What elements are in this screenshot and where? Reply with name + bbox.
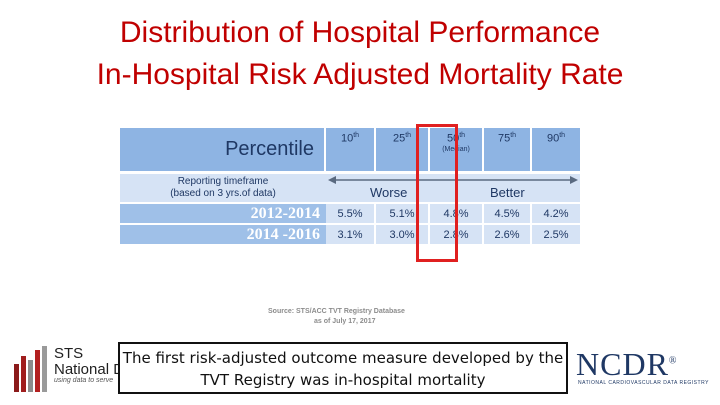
direction-band: Worse Better — [326, 174, 580, 204]
percentile-col-90: 90th — [532, 128, 580, 174]
sts-tagline: using data to serve — [54, 377, 114, 384]
caption-line-2: TVT Registry was in-hospital mortality — [200, 371, 486, 389]
sts-logo-icon — [14, 346, 47, 392]
ncdr-logo: NCDR® — [576, 346, 678, 383]
value-row-2-col-90: 2.5% — [532, 225, 580, 246]
value-row-1-col-90: 4.2% — [532, 204, 580, 225]
value-row-2-col-75: 2.6% — [484, 225, 532, 246]
ncdr-logo-text: NCDR — [576, 346, 669, 382]
percentile-header-label: Percentile — [120, 128, 326, 174]
percentile-col-10-value: 10 — [340, 132, 354, 145]
percentile-table: Percentile 10th 25th 50th (Median) 75th 9… — [120, 128, 580, 246]
sts-logo-line-1: STS — [54, 345, 84, 362]
reporting-label-line-1: Reporting timeframe — [177, 176, 269, 187]
title-line-1: Distribution of Hospital Performance — [119, 16, 601, 49]
value-row-1-col-10: 5.5% — [326, 204, 376, 225]
percentile-col-90-value: 90 — [546, 132, 560, 145]
percentile-col-25: 25th — [376, 128, 430, 174]
value-row-1-col-75: 4.5% — [484, 204, 532, 225]
sts-logo-text: STS National D — [54, 346, 124, 378]
direction-arrow — [328, 176, 578, 184]
percentile-col-10: 10th — [326, 128, 376, 174]
percentile-col-25-value: 25 — [392, 132, 406, 145]
sts-logo-line-2: National D — [54, 361, 125, 378]
caption-line-1: The first risk-adjusted outcome measure … — [122, 349, 564, 367]
percentile-col-75-value: 75 — [497, 132, 511, 145]
percentile-col-10-suffix: th — [353, 132, 360, 139]
title-line-2: In-Hospital Risk Adjusted Mortality Rate — [96, 58, 624, 91]
period-label-row-1: 2012-2014 — [120, 204, 326, 225]
source-line-1: Source: STS/ACC TVT Registry Database — [268, 308, 405, 315]
source-line-2: as of July 17, 2017 — [314, 318, 376, 325]
ncdr-logo-subtitle: NATIONAL CARDIOVASCULAR DATA REGISTRY — [578, 380, 709, 386]
percentile-col-25-suffix: th — [405, 132, 412, 139]
worse-label: Worse — [370, 185, 408, 200]
period-label-row-2: 2014 -2016 — [120, 225, 326, 246]
reporting-timeframe-label: Reporting timeframe (based on 3 yrs.of d… — [120, 174, 326, 204]
better-label: Better — [490, 185, 525, 200]
percentile-col-90-suffix: th — [559, 132, 566, 139]
ncdr-registered-mark: ® — [668, 355, 678, 367]
percentile-col-75-suffix: th — [510, 132, 517, 139]
percentile-col-50-suffix: th — [459, 132, 466, 139]
median-highlight-box — [416, 124, 458, 262]
caption-box: The first risk-adjusted outcome measure … — [118, 342, 568, 394]
reporting-label-line-2: (based on 3 yrs.of data) — [170, 188, 276, 199]
source-note: Source: STS/ACC TVT Registry Database as… — [268, 307, 468, 327]
percentile-col-75: 75th — [484, 128, 532, 174]
value-row-2-col-10: 3.1% — [326, 225, 376, 246]
